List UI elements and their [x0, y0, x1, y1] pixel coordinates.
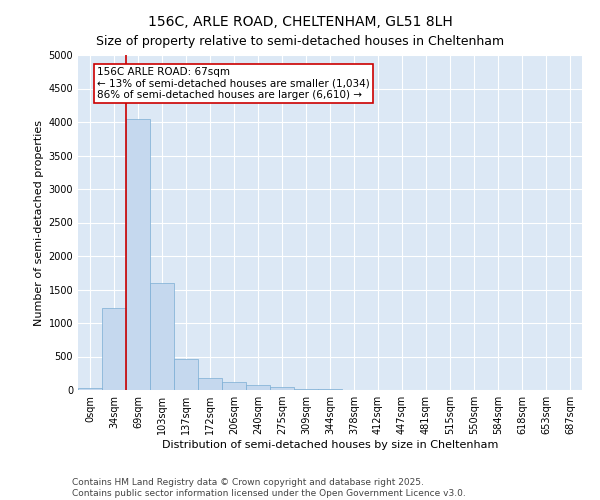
Bar [294, 388, 318, 390]
Bar [198, 378, 222, 390]
Text: 156C ARLE ROAD: 67sqm
← 13% of semi-detached houses are smaller (1,034)
86% of s: 156C ARLE ROAD: 67sqm ← 13% of semi-deta… [97, 67, 370, 100]
Bar [102, 308, 126, 390]
Bar [174, 359, 198, 390]
Bar [78, 388, 102, 390]
Bar [150, 283, 174, 390]
Bar [246, 386, 270, 390]
Bar [270, 387, 294, 390]
Text: 156C, ARLE ROAD, CHELTENHAM, GL51 8LH: 156C, ARLE ROAD, CHELTENHAM, GL51 8LH [148, 15, 452, 29]
X-axis label: Distribution of semi-detached houses by size in Cheltenham: Distribution of semi-detached houses by … [162, 440, 498, 450]
Text: Contains HM Land Registry data © Crown copyright and database right 2025.
Contai: Contains HM Land Registry data © Crown c… [72, 478, 466, 498]
Bar [126, 118, 150, 390]
Text: Size of property relative to semi-detached houses in Cheltenham: Size of property relative to semi-detach… [96, 35, 504, 48]
Y-axis label: Number of semi-detached properties: Number of semi-detached properties [34, 120, 44, 326]
Bar [222, 382, 246, 390]
